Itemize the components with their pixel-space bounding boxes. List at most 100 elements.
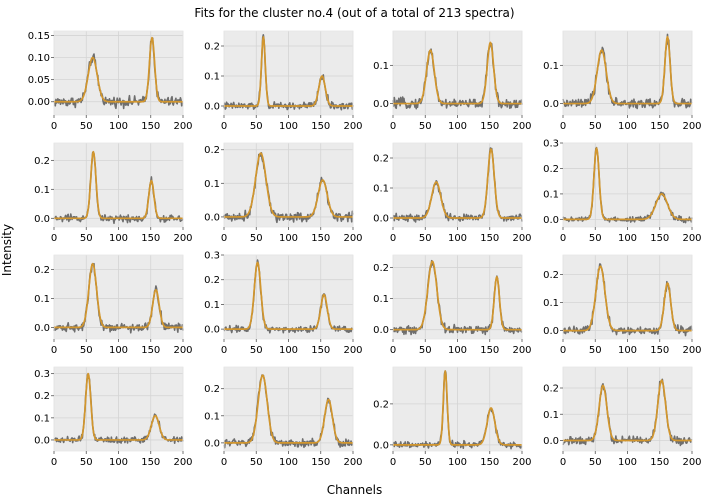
y-tick-label: 0.0 bbox=[34, 435, 50, 446]
x-tick-label: 200 bbox=[173, 233, 192, 244]
y-tick-label: 0.1 bbox=[34, 294, 50, 305]
fit-curve-line bbox=[562, 379, 693, 442]
x-tick-label: 0 bbox=[560, 345, 566, 356]
x-tick-label: 150 bbox=[480, 233, 499, 244]
x-tick-label: 50 bbox=[250, 121, 263, 132]
fit-curve-line bbox=[562, 35, 693, 105]
y-tick-label: 0.2 bbox=[204, 275, 220, 286]
y-tick-label: 0.0 bbox=[34, 214, 50, 225]
x-tick-label: 150 bbox=[480, 457, 499, 468]
y-tick-label: 0.2 bbox=[543, 164, 559, 175]
x-tick-label: 100 bbox=[279, 121, 298, 132]
x-tick-label: 200 bbox=[343, 345, 362, 356]
x-tick-label: 150 bbox=[311, 457, 330, 468]
x-tick-label: 50 bbox=[589, 345, 602, 356]
x-tick-label: 100 bbox=[448, 121, 467, 132]
y-tick-label: 0.1 bbox=[543, 298, 559, 309]
y-tick-label: 0.0 bbox=[543, 326, 559, 337]
x-tick-label: 50 bbox=[589, 233, 602, 244]
subplot-13: 0 50 100 150 200 0.0 0.1 0.2 0.3 bbox=[34, 366, 193, 468]
x-tick-label: 150 bbox=[141, 345, 160, 356]
y-tick-label: 0.2 bbox=[204, 145, 220, 156]
x-tick-label: 0 bbox=[390, 345, 396, 356]
x-tick-label: 100 bbox=[109, 345, 128, 356]
y-tick-label: 0.15 bbox=[28, 31, 50, 42]
x-tick-label: 100 bbox=[448, 345, 467, 356]
fit-curve-line bbox=[53, 372, 184, 441]
y-tick-label: 0.3 bbox=[543, 139, 559, 150]
x-tick-label: 100 bbox=[618, 345, 637, 356]
y-tick-label: 0.3 bbox=[204, 251, 220, 262]
fit-curve-line bbox=[223, 261, 354, 330]
x-tick-label: 200 bbox=[343, 121, 362, 132]
subplot-11: 0 50 100 150 200 0.0 0.1 0.2 bbox=[373, 254, 532, 356]
y-tick-label: 0.0 bbox=[373, 214, 389, 225]
x-tick-label: 50 bbox=[80, 457, 93, 468]
subplot-7: 0 50 100 150 200 0.0 0.1 0.2 bbox=[373, 142, 532, 244]
y-tick-label: 0.1 bbox=[204, 300, 220, 311]
fit-curve-line bbox=[392, 41, 523, 105]
subplot-1: 0 50 100 150 200 0.00 0.05 0.10 0.15 bbox=[28, 30, 193, 132]
subplot-8: 0 50 100 150 200 0.0 0.1 0.2 0.3 bbox=[543, 139, 701, 245]
x-tick-label: 100 bbox=[279, 457, 298, 468]
fit-curve-line bbox=[392, 148, 523, 219]
y-tick-label: 0.1 bbox=[204, 72, 220, 83]
fit-curve-line bbox=[392, 370, 523, 446]
fit-curve-line bbox=[562, 147, 693, 221]
figure-title: Fits for the cluster no.4 (out of a tota… bbox=[194, 6, 515, 20]
y-tick-label: 0.0 bbox=[373, 325, 389, 336]
fit-curve-line bbox=[53, 262, 184, 329]
x-tick-label: 150 bbox=[311, 121, 330, 132]
fit-curve-line bbox=[223, 36, 354, 107]
y-tick-label: 0.2 bbox=[204, 384, 220, 395]
y-tick-label: 0.05 bbox=[28, 75, 50, 86]
subplot-9: 0 50 100 150 200 0.0 0.1 0.2 bbox=[34, 254, 193, 356]
subplot-10: 0 50 100 150 200 0.0 0.1 0.2 0.3 bbox=[204, 251, 362, 357]
subplot-5: 0 50 100 150 200 0.0 0.1 0.2 bbox=[34, 142, 193, 244]
y-tick-label: 0.1 bbox=[543, 61, 559, 72]
x-tick-label: 100 bbox=[279, 233, 298, 244]
y-tick-label: 0.0 bbox=[204, 212, 220, 223]
y-tick-label: 0.3 bbox=[34, 369, 50, 380]
fit-curve-line bbox=[392, 260, 523, 331]
x-tick-label: 50 bbox=[419, 121, 432, 132]
x-tick-label: 150 bbox=[650, 121, 669, 132]
x-tick-label: 200 bbox=[512, 121, 531, 132]
x-tick-label: 100 bbox=[109, 457, 128, 468]
x-tick-label: 150 bbox=[141, 457, 160, 468]
x-tick-label: 0 bbox=[390, 457, 396, 468]
x-tick-label: 150 bbox=[141, 121, 160, 132]
x-tick-label: 150 bbox=[311, 233, 330, 244]
x-tick-label: 0 bbox=[51, 345, 57, 356]
y-tick-label: 0.1 bbox=[373, 294, 389, 305]
x-tick-label: 0 bbox=[221, 121, 227, 132]
y-tick-label: 0.0 bbox=[204, 325, 220, 336]
x-tick-label: 100 bbox=[618, 121, 637, 132]
raw-spectrum-line bbox=[392, 42, 523, 110]
fit-curve-line bbox=[53, 36, 184, 103]
x-tick-label: 50 bbox=[250, 345, 263, 356]
x-tick-label: 150 bbox=[141, 233, 160, 244]
x-tick-label: 50 bbox=[80, 121, 93, 132]
x-tick-label: 0 bbox=[221, 457, 227, 468]
x-tick-label: 0 bbox=[390, 233, 396, 244]
y-tick-label: 0.0 bbox=[204, 438, 220, 449]
x-tick-label: 200 bbox=[512, 457, 531, 468]
subplot-4: 0 50 100 150 200 0.0 0.1 bbox=[543, 30, 702, 132]
y-tick-label: 0.1 bbox=[373, 61, 389, 72]
x-tick-label: 200 bbox=[343, 233, 362, 244]
y-tick-label: 0.1 bbox=[34, 185, 50, 196]
x-tick-label: 0 bbox=[560, 233, 566, 244]
x-tick-label: 200 bbox=[512, 345, 531, 356]
x-tick-label: 100 bbox=[618, 457, 637, 468]
x-tick-label: 50 bbox=[250, 457, 263, 468]
y-tick-label: 0.1 bbox=[34, 413, 50, 424]
x-tick-label: 150 bbox=[650, 233, 669, 244]
y-tick-label: 0.0 bbox=[34, 323, 50, 334]
y-tick-label: 0.2 bbox=[34, 156, 50, 167]
raw-spectrum-line bbox=[53, 37, 184, 110]
x-tick-label: 0 bbox=[221, 345, 227, 356]
y-tick-label: 0.2 bbox=[373, 154, 389, 165]
x-tick-label: 200 bbox=[682, 233, 701, 244]
